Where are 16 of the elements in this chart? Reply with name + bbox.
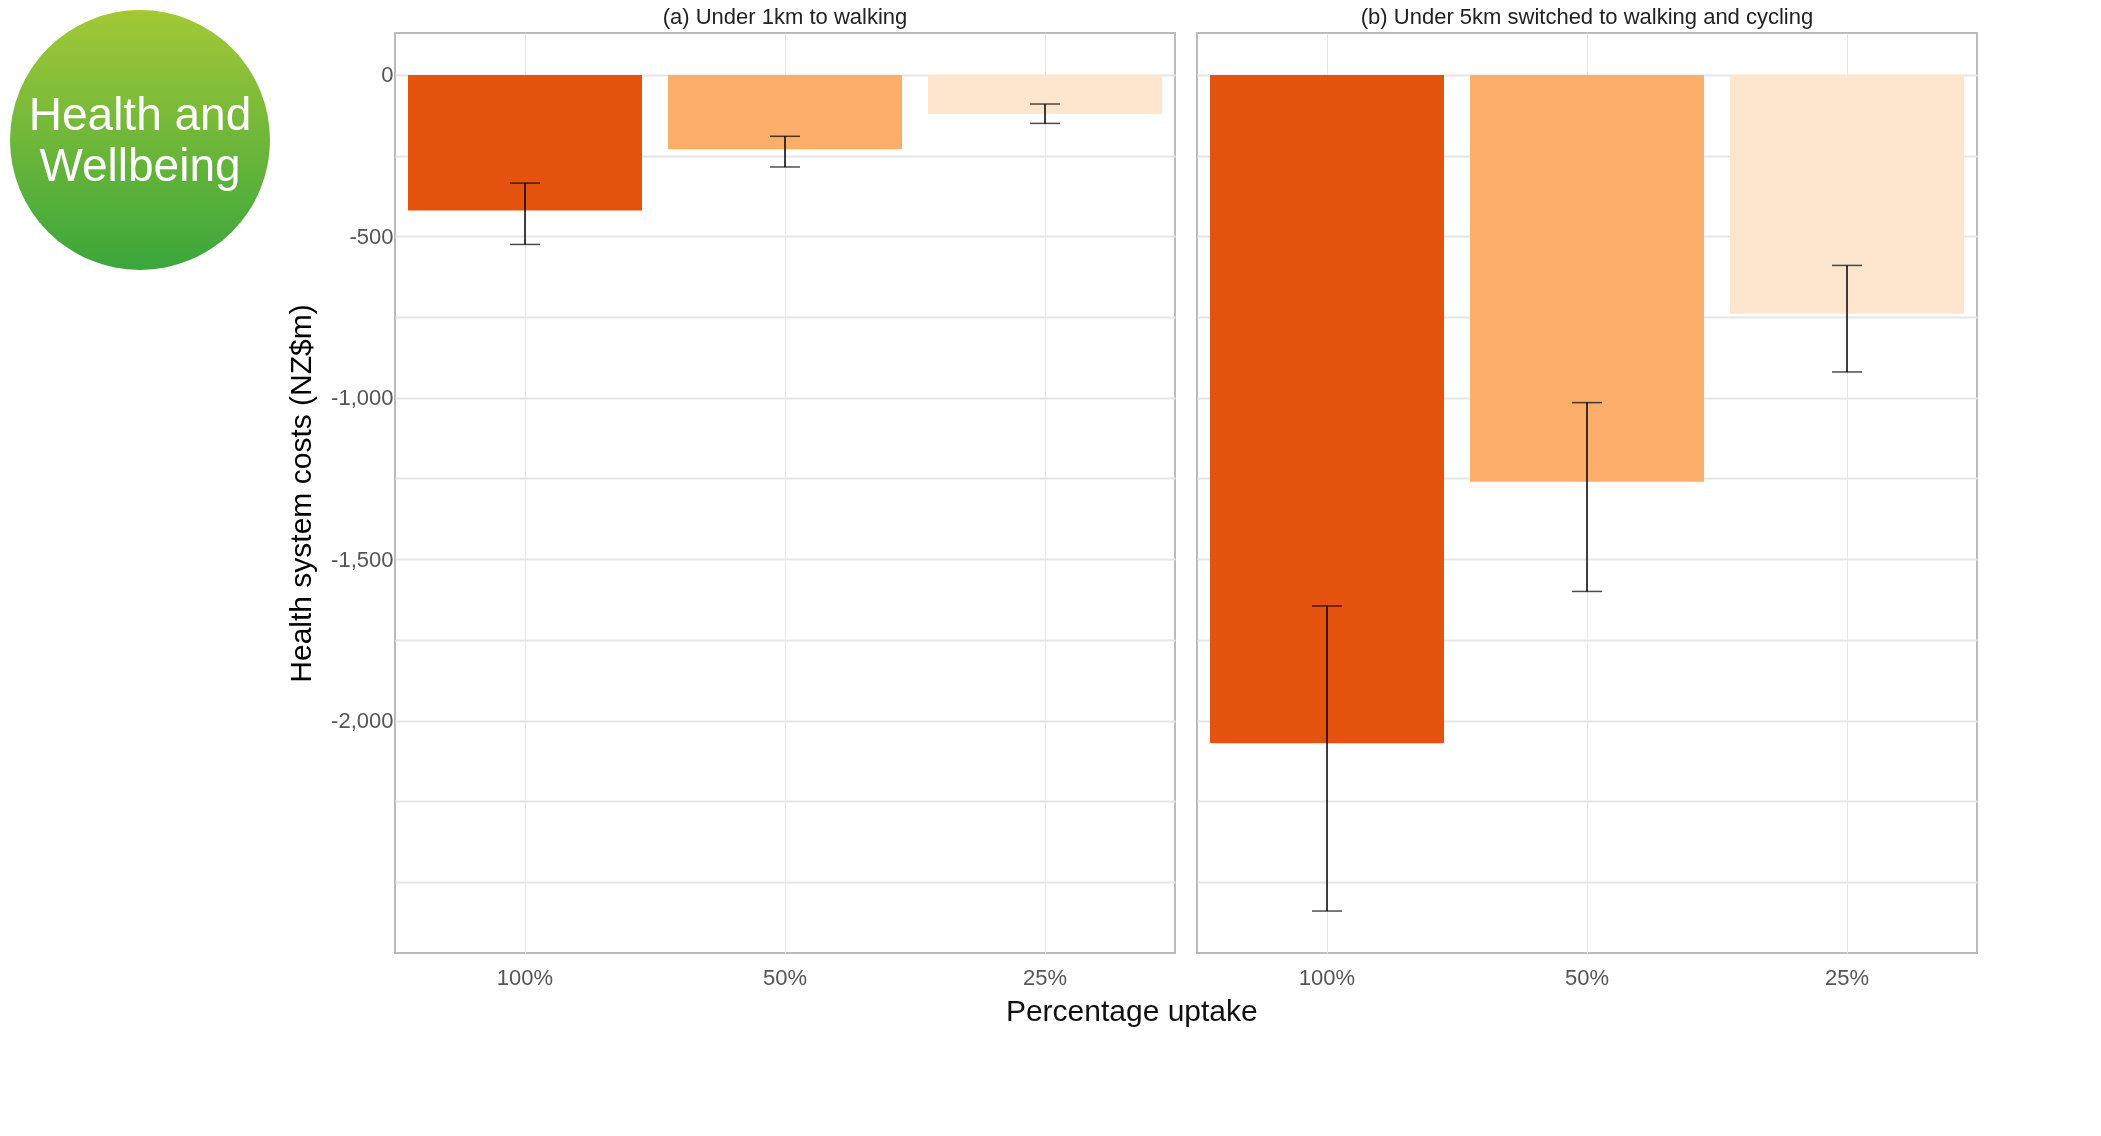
x-tick-label: 100% <box>496 964 554 990</box>
y-tick-label: 0 <box>381 62 394 88</box>
chart-title: (b) Under 5km switched to walking and cycling <box>1360 4 1814 29</box>
circle-badge: Health and Wellbeing <box>10 10 270 270</box>
x-tick-label: 25% <box>1022 964 1068 990</box>
y-axis-title: Health system costs (NZ$m) <box>284 304 318 683</box>
chart-title: (a) Under 1km to walking <box>662 4 908 29</box>
y-tick-label: -1,000 <box>331 385 394 411</box>
x-tick-label: 50% <box>1564 964 1610 990</box>
x-tick-label: 50% <box>762 964 808 990</box>
x-tick-label: 25% <box>1824 964 1870 990</box>
x-tick-label: 100% <box>1298 964 1356 990</box>
x-axis-title: Percentage uptake <box>1005 994 1258 1027</box>
y-tick-label: -1,500 <box>331 546 394 572</box>
y-tick-label: -500 <box>349 223 394 249</box>
y-tick-label: -2,000 <box>331 708 394 734</box>
